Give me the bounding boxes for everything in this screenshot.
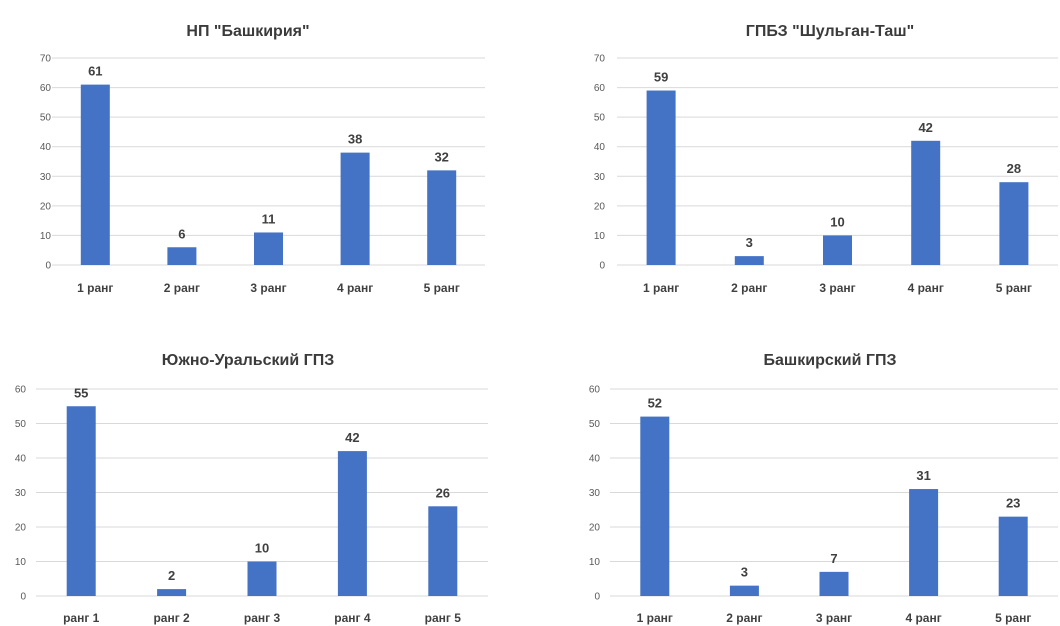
y-tick-label: 50 <box>40 113 52 124</box>
bar <box>247 561 277 596</box>
chart-shulgan-tash-reserve: ГПБЗ "Шульган-Таш" 0 10 20 30 40 50 60 70 59 1 ран… <box>594 23 1058 295</box>
chart-title: Башкирский ГПЗ <box>764 352 897 369</box>
bar <box>340 152 370 265</box>
chart-bashkir-reserve: Башкирский ГПЗ 0 10 20 30 40 50 60 52 1 ранг 3 2 ра… <box>589 352 1058 625</box>
value-label: 3 <box>746 235 753 250</box>
y-tick-label: 20 <box>594 201 606 212</box>
bar <box>646 90 676 266</box>
y-tick-label: 0 <box>45 261 51 272</box>
category-label: 5 ранг <box>996 281 1032 295</box>
y-tick-label: 0 <box>599 261 605 272</box>
y-tick-label: 20 <box>15 523 27 534</box>
y-tick-label: 10 <box>15 557 27 568</box>
value-label: 59 <box>654 70 668 85</box>
y-tick-label: 30 <box>15 488 27 499</box>
chart-title: ГПБЗ "Шульган-Таш" <box>746 23 914 40</box>
y-tick-label: 20 <box>40 201 52 212</box>
y-tick-label: 0 <box>594 592 600 603</box>
bar <box>428 506 458 596</box>
category-label: 4 ранг <box>908 281 944 295</box>
value-label: 3 <box>741 565 748 580</box>
category-label: 2 ранг <box>726 611 762 625</box>
category-label: 2 ранг <box>731 281 767 295</box>
bar <box>999 182 1029 265</box>
chart-title: Южно-Уральский ГПЗ <box>162 352 334 369</box>
y-tick-label: 10 <box>594 231 606 242</box>
y-tick-label: 70 <box>40 54 52 65</box>
value-label: 61 <box>88 64 102 79</box>
value-label: 38 <box>348 132 362 147</box>
value-label: 52 <box>648 396 662 411</box>
value-label: 2 <box>168 568 175 583</box>
category-label: 4 ранг <box>905 611 941 625</box>
y-tick-label: 10 <box>589 557 601 568</box>
y-tick-label: 0 <box>20 592 26 603</box>
y-tick-label: 40 <box>40 142 52 153</box>
bar <box>427 170 457 265</box>
bar <box>819 571 849 596</box>
category-label: 5 ранг <box>424 281 460 295</box>
category-label: ранг 4 <box>334 611 371 625</box>
y-tick-label: 70 <box>594 54 606 65</box>
y-tick-label: 60 <box>40 83 52 94</box>
bar <box>66 406 96 596</box>
category-label: 4 ранг <box>337 281 373 295</box>
value-label: 42 <box>918 120 932 135</box>
category-label: 3 ранг <box>819 281 855 295</box>
category-label: 3 ранг <box>816 611 852 625</box>
bar <box>734 256 764 265</box>
chart-south-ural-reserve: Южно-Уральский ГПЗ 0 10 20 30 40 50 60 55 ранг 1 2… <box>15 352 488 625</box>
y-tick-label: 50 <box>15 419 27 430</box>
y-tick-label: 50 <box>594 113 606 124</box>
y-tick-label: 60 <box>594 83 606 94</box>
value-label: 11 <box>262 211 276 226</box>
bar <box>998 516 1028 596</box>
category-label: ранг 5 <box>425 611 462 625</box>
category-label: 2 ранг <box>164 281 200 295</box>
value-label: 6 <box>178 226 185 241</box>
category-label: 1 ранг <box>77 281 113 295</box>
y-tick-label: 10 <box>40 231 52 242</box>
y-tick-label: 60 <box>15 385 27 396</box>
y-tick-label: 60 <box>589 385 601 396</box>
value-label: 42 <box>345 430 359 445</box>
chart-title: НП "Башкирия" <box>186 23 309 40</box>
category-label: ранг 1 <box>63 611 100 625</box>
y-tick-label: 30 <box>589 488 601 499</box>
bar <box>729 585 759 596</box>
category-label: 1 ранг <box>643 281 679 295</box>
value-label: 31 <box>916 468 930 483</box>
bar <box>823 235 852 265</box>
bar <box>254 232 283 265</box>
y-tick-label: 20 <box>589 523 601 534</box>
bar <box>640 416 670 596</box>
bar <box>337 451 367 596</box>
category-label: 3 ранг <box>250 281 286 295</box>
value-label: 55 <box>74 385 88 400</box>
y-tick-label: 30 <box>594 172 606 183</box>
bar <box>909 489 939 596</box>
value-label: 7 <box>830 551 837 566</box>
category-label: ранг 3 <box>244 611 281 625</box>
value-label: 26 <box>436 485 450 500</box>
y-tick-label: 40 <box>589 454 601 465</box>
y-tick-label: 30 <box>40 172 52 183</box>
bar <box>167 247 197 265</box>
y-tick-label: 40 <box>15 454 27 465</box>
value-label: 32 <box>434 149 448 164</box>
chart-bashkiria-national-park: НП "Башкирия" 0 10 20 30 40 50 60 70 61 1 ранг 6 2 р… <box>40 23 485 295</box>
bar <box>80 84 110 265</box>
y-tick-label: 40 <box>594 142 606 153</box>
value-label: 10 <box>830 214 844 229</box>
category-label: 1 ранг <box>637 611 673 625</box>
value-label: 23 <box>1006 496 1020 511</box>
bar <box>911 140 941 265</box>
category-label: 5 ранг <box>995 611 1031 625</box>
bar <box>157 589 187 596</box>
value-label: 10 <box>255 541 269 556</box>
category-label: ранг 2 <box>153 611 190 625</box>
value-label: 28 <box>1007 161 1021 176</box>
y-tick-label: 50 <box>589 419 601 430</box>
